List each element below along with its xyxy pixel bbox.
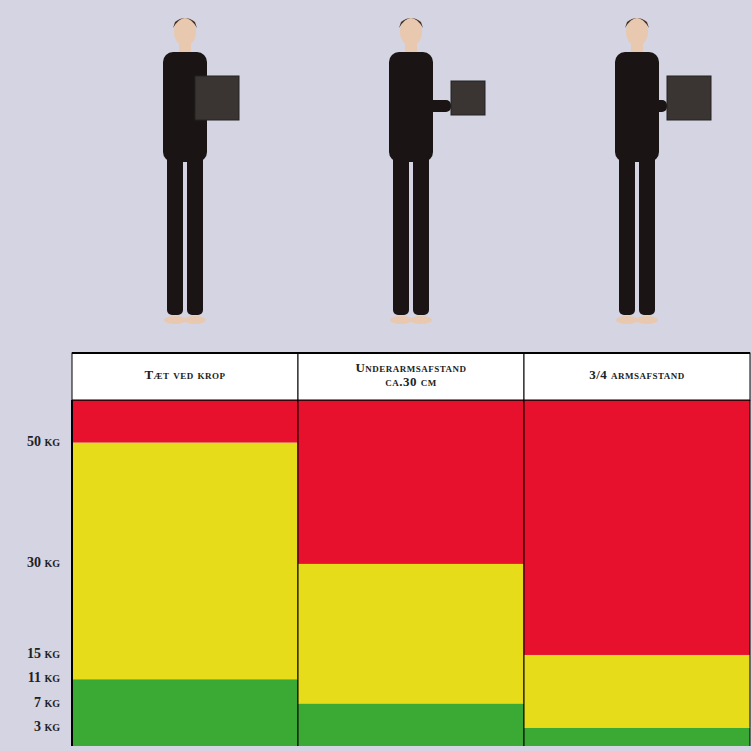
svg-text:50 kg: 50 kg	[27, 434, 60, 449]
svg-text:Tæt ved krop: Tæt ved krop	[144, 367, 225, 382]
svg-text:7 kg: 7 kg	[34, 695, 60, 710]
svg-text:3 kg: 3 kg	[34, 719, 60, 734]
svg-text:11 kg: 11 kg	[28, 670, 61, 685]
svg-text:3/4 armsafstand: 3/4 armsafstand	[589, 367, 685, 382]
svg-text:15 kg: 15 kg	[27, 646, 60, 661]
svg-text:30 kg: 30 kg	[27, 555, 60, 570]
svg-text:Underarmsafstandca.30 cm: Underarmsafstandca.30 cm	[355, 360, 466, 389]
